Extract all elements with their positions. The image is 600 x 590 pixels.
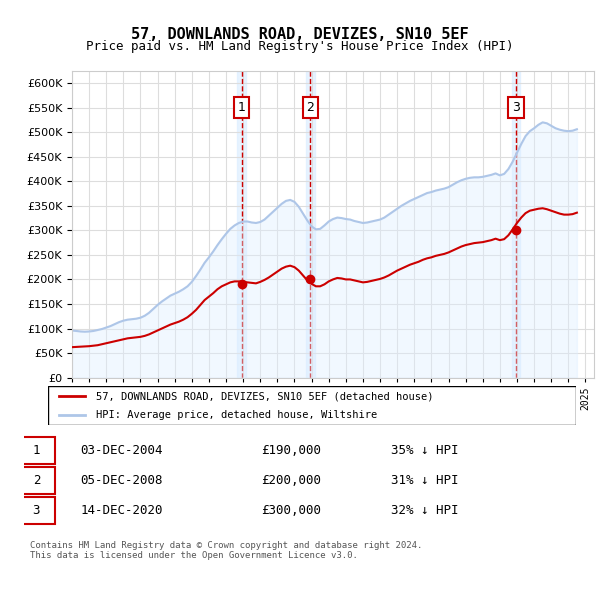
Bar [238,71,246,378]
Bar [306,71,314,378]
Text: 14-DEC-2020: 14-DEC-2020 [80,504,163,517]
Text: £200,000: £200,000 [261,474,321,487]
Text: 31% ↓ HPI: 31% ↓ HPI [391,474,458,487]
Text: £300,000: £300,000 [261,504,321,517]
Text: 57, DOWNLANDS ROAD, DEVIZES, SN10 5EF: 57, DOWNLANDS ROAD, DEVIZES, SN10 5EF [131,27,469,41]
FancyBboxPatch shape [19,467,55,494]
Text: £190,000: £190,000 [261,444,321,457]
Text: 2: 2 [306,101,314,114]
Text: 32% ↓ HPI: 32% ↓ HPI [391,504,458,517]
Text: 05-DEC-2008: 05-DEC-2008 [80,474,163,487]
Text: 57, DOWNLANDS ROAD, DEVIZES, SN10 5EF (detached house): 57, DOWNLANDS ROAD, DEVIZES, SN10 5EF (d… [95,391,433,401]
Text: 3: 3 [512,101,520,114]
FancyBboxPatch shape [48,386,576,425]
Text: Contains HM Land Registry data © Crown copyright and database right 2024.
This d: Contains HM Land Registry data © Crown c… [30,541,422,560]
Bar [512,71,520,378]
FancyBboxPatch shape [19,497,55,524]
Text: 2: 2 [32,474,40,487]
Text: 1: 1 [238,101,246,114]
Text: 03-DEC-2004: 03-DEC-2004 [80,444,163,457]
Text: HPI: Average price, detached house, Wiltshire: HPI: Average price, detached house, Wilt… [95,410,377,420]
Text: 35% ↓ HPI: 35% ↓ HPI [391,444,458,457]
Text: Price paid vs. HM Land Registry's House Price Index (HPI): Price paid vs. HM Land Registry's House … [86,40,514,53]
Text: 1: 1 [32,444,40,457]
Text: 3: 3 [32,504,40,517]
FancyBboxPatch shape [19,437,55,464]
